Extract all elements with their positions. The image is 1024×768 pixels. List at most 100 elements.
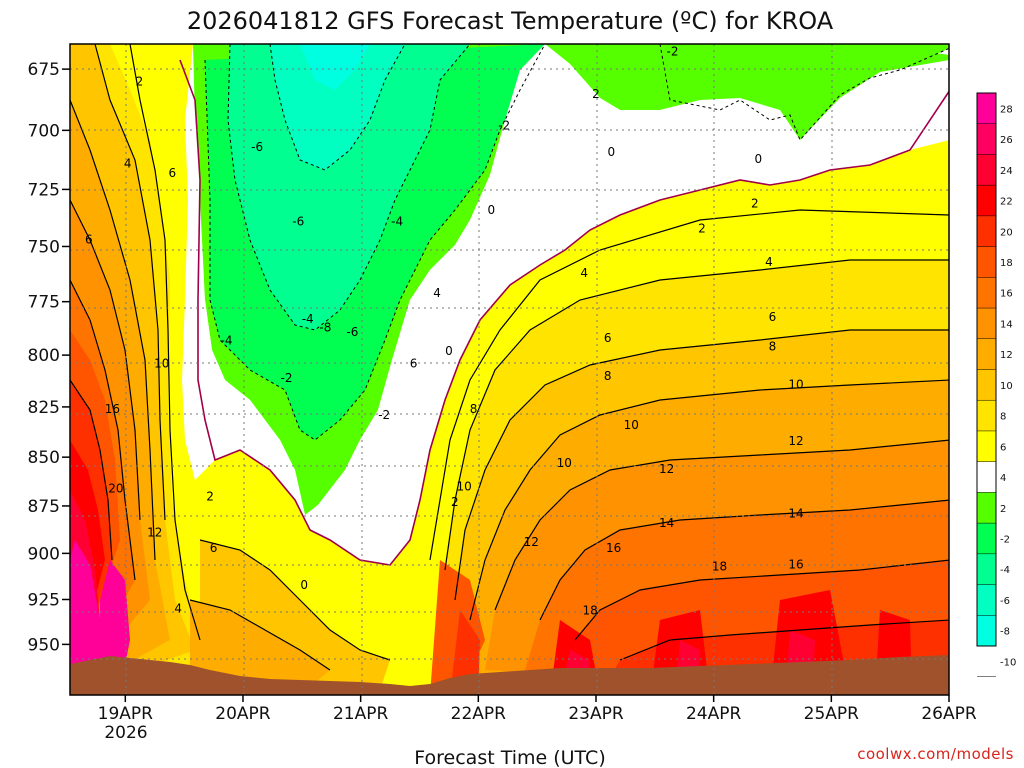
- contour-value-label: 4: [124, 157, 132, 171]
- contour-value-label: -2: [378, 408, 390, 422]
- colorbar-swatch: [977, 123, 996, 155]
- region-cold-core: [270, 44, 405, 170]
- contour-line: [469, 379, 949, 621]
- credit-text: coolwx.com/models: [857, 745, 1014, 763]
- contour-line: [94, 44, 166, 521]
- y-tick-label: 675: [28, 60, 60, 80]
- colorbar-label: 26: [1000, 135, 1013, 146]
- y-tick-label: 900: [28, 544, 60, 564]
- colorbar-label: 4: [1000, 473, 1006, 484]
- contour-value-label: 20: [108, 482, 123, 496]
- colorbar-swatch: [977, 185, 996, 217]
- colorbar-swatch: [977, 277, 996, 309]
- colorbar-label: 18: [1000, 258, 1013, 269]
- contour-value-label: 8: [604, 369, 612, 383]
- x-tick-label: 23APR: [568, 704, 624, 724]
- colorbar-label: -6: [1000, 596, 1010, 607]
- x-tick-label: 24APR: [686, 704, 742, 724]
- contour-line: [539, 499, 949, 621]
- colorbar-label: 14: [1000, 319, 1013, 330]
- y-tick-label: 800: [28, 346, 60, 366]
- region-warm-yellow-right: [400, 140, 949, 680]
- colorbar-swatch: [977, 93, 996, 125]
- contour-value-label: 4: [433, 286, 441, 300]
- colorbar-swatch: [977, 369, 996, 401]
- contour-value-label: 10: [457, 480, 472, 494]
- colorbar-swatch: [977, 246, 996, 278]
- contour-value-label: -2: [666, 45, 678, 59]
- contour-value-label: 6: [769, 310, 777, 324]
- contour-line: [227, 44, 471, 331]
- contour-value-label: 2: [592, 87, 600, 101]
- contour-line: [429, 209, 949, 561]
- contour-lines: [70, 44, 949, 671]
- terrain-ground: [70, 655, 949, 695]
- contour-line: [70, 99, 156, 561]
- contour-value-label: 2: [206, 489, 214, 503]
- region-white-left-sliver: [180, 60, 215, 480]
- region-temp-18-20: [70, 440, 912, 695]
- y-tick-label: 825: [28, 398, 60, 418]
- contour-value-label: 2: [698, 221, 706, 235]
- y-tick-label: 850: [28, 448, 60, 468]
- colorbar-swatch: [977, 584, 996, 616]
- colorbar-swatch: [977, 400, 996, 432]
- contour-value-label: 0: [300, 578, 308, 592]
- y-tick-label: 875: [28, 497, 60, 517]
- contour-value-label: 4: [580, 266, 588, 280]
- contour-value-label: 2: [136, 75, 144, 89]
- y-tick-label: 950: [28, 635, 60, 655]
- contour-value-label: 10: [557, 456, 572, 470]
- colorbar-label: 10: [1000, 381, 1013, 392]
- contour-value-label: 8: [769, 340, 777, 354]
- contour-value-label: -8: [319, 321, 331, 335]
- contour-line: [494, 439, 949, 611]
- colorbar-label: 8: [1000, 412, 1006, 423]
- contour-line: [70, 379, 113, 561]
- contour-value-label: 0: [445, 344, 453, 358]
- y-tick-label: 750: [28, 237, 60, 257]
- contour-value-label: -6: [292, 215, 304, 229]
- contour-value-label: -4: [302, 312, 314, 326]
- contour-line: [199, 539, 391, 661]
- contour-lines-negative: [204, 44, 949, 441]
- colorbar: 28 26 24 22 20 18 16 14 12 10 8 6 4 2 -2 -4 -6 -8 -10: [976, 92, 1016, 677]
- y-tick-label: 725: [28, 180, 60, 200]
- colorbar-label: 12: [1000, 350, 1013, 361]
- contour-value-label: 8: [470, 402, 478, 416]
- contour-value-label: 12: [659, 462, 674, 476]
- contour-line: [269, 44, 406, 171]
- colorbar-swatch: [977, 154, 996, 186]
- contour-line: [619, 619, 949, 661]
- contour-value-label: 16: [788, 558, 803, 572]
- contour-value-label: -4: [221, 333, 233, 347]
- y-tick-label: 925: [28, 590, 60, 610]
- contour-value-label: 10: [788, 377, 803, 391]
- contour-value-label: 6: [210, 541, 218, 555]
- grid-lines: [70, 44, 949, 695]
- colorbar-swatch: [977, 338, 996, 370]
- colorbar-label: -10: [1000, 657, 1016, 668]
- contour-value-label: 0: [487, 203, 495, 217]
- contour-value-label: 4: [765, 255, 773, 269]
- x-tick-label: 26APR: [921, 704, 977, 724]
- colorbar-label: 6: [1000, 442, 1006, 453]
- contour-value-label: 6: [85, 233, 93, 247]
- contour-value-label: 12: [147, 526, 162, 540]
- colorbar-label: -2: [1000, 534, 1010, 545]
- contour-value-label: -6: [251, 140, 263, 154]
- contour-line: [454, 329, 949, 601]
- contour-value-label: 6: [169, 166, 177, 180]
- contour-value-label: 14: [659, 516, 674, 530]
- x-tick-year-label: 2026: [104, 723, 147, 743]
- contour-value-label: 0: [755, 152, 763, 166]
- x-axis: 19APR 20APR 21APR 22APR 23APR 24APR 25APR 26APR: [98, 695, 977, 724]
- contour-value-label: 10: [624, 418, 639, 432]
- contour-value-label: 18: [712, 559, 727, 573]
- contour-line: [129, 44, 201, 641]
- colorbar-label: 2: [1000, 504, 1006, 515]
- region-temp-14-16: [70, 330, 949, 695]
- region-near-zero-white: [198, 44, 949, 565]
